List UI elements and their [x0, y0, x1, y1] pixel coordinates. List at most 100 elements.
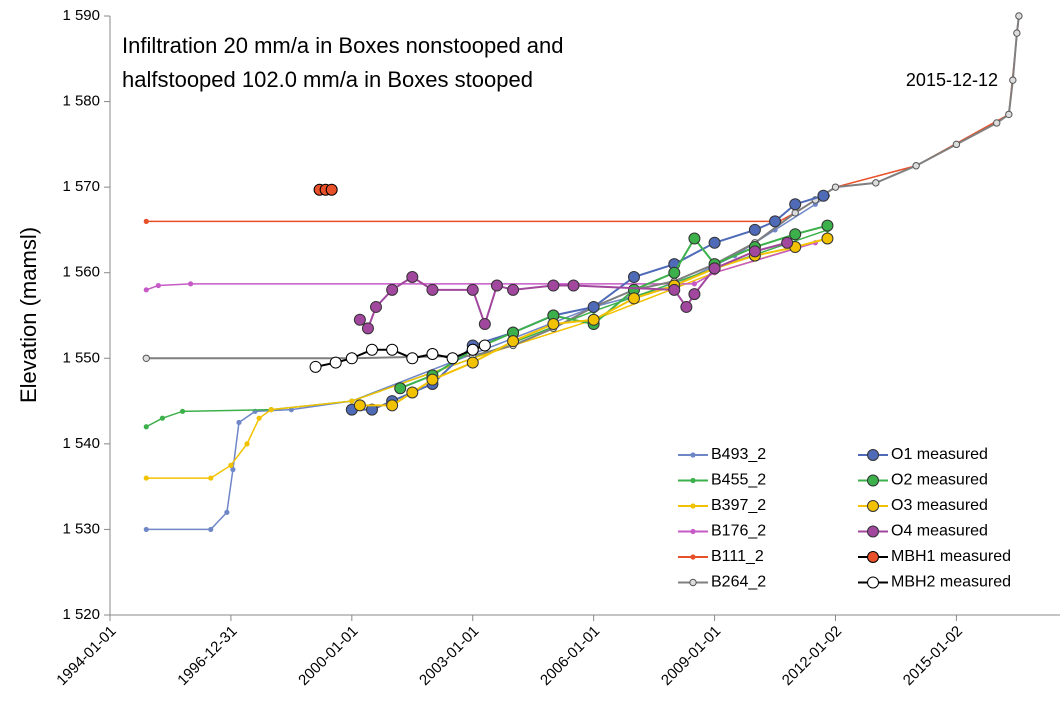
legend-label: MBH1 measured — [891, 548, 1011, 565]
title-line: Infiltration 20 mm/a in Boxes nonstooped… — [122, 33, 564, 58]
point — [370, 300, 383, 313]
point — [668, 266, 681, 279]
point — [821, 219, 834, 232]
point — [143, 526, 149, 533]
x-tick-label: 2015-01-02 — [900, 623, 966, 689]
legend: B493_2 B455_2 B397_2 B176_2 B111_2 B264_2 O1 m… — [678, 446, 1011, 591]
y-tick-label: 1 550 — [62, 349, 100, 366]
series — [309, 339, 491, 373]
point — [406, 386, 419, 399]
point — [627, 292, 640, 305]
point — [867, 449, 879, 461]
point — [547, 318, 560, 331]
point — [689, 578, 697, 587]
point — [547, 279, 560, 292]
point — [567, 279, 580, 292]
y-tick-label: 1 590 — [62, 7, 100, 24]
title-line: halfstooped 102.0 mm/a in Boxes stooped — [122, 67, 533, 92]
point — [365, 403, 378, 416]
y-tick-label: 1 540 — [62, 435, 100, 452]
point — [1015, 12, 1023, 20]
point — [349, 398, 355, 404]
point — [789, 228, 802, 241]
point — [155, 282, 161, 289]
point — [466, 343, 479, 356]
legend-label: MBH2 measured — [891, 574, 1011, 591]
point — [188, 281, 194, 287]
point — [627, 270, 640, 283]
point — [781, 236, 794, 249]
point — [688, 288, 701, 301]
point — [789, 198, 802, 211]
point — [268, 407, 274, 413]
series-line — [315, 344, 486, 368]
point — [236, 419, 242, 426]
point — [159, 415, 165, 421]
legend-label: B493_2 — [711, 446, 766, 463]
point — [353, 399, 366, 412]
point — [690, 477, 696, 484]
point — [466, 283, 479, 296]
point — [224, 509, 230, 515]
point — [208, 475, 214, 481]
x-tick-label: 2006-01-01 — [537, 623, 603, 689]
point — [329, 356, 342, 369]
legend-label: O1 measured — [891, 446, 988, 463]
legend-label: B176_2 — [711, 523, 766, 540]
point — [691, 281, 698, 287]
point — [831, 183, 840, 191]
legend-label: O3 measured — [891, 497, 988, 514]
point — [345, 352, 358, 365]
x-tick-label: 1994-01-01 — [53, 623, 119, 689]
point — [230, 466, 236, 473]
point — [690, 528, 696, 535]
point — [867, 500, 879, 512]
point — [1013, 29, 1021, 37]
point — [256, 415, 262, 421]
point — [1009, 76, 1017, 84]
point — [872, 179, 880, 187]
legend-label: B455_2 — [711, 472, 766, 489]
point — [690, 503, 696, 509]
point — [1005, 110, 1013, 119]
point — [361, 322, 374, 335]
y-tick-label: 1 530 — [62, 520, 100, 537]
point — [244, 441, 250, 447]
point — [748, 223, 761, 236]
point — [668, 283, 681, 296]
point — [791, 209, 799, 217]
point — [228, 462, 234, 468]
legend-label: B264_2 — [711, 574, 766, 591]
y-tick-label: 1 570 — [62, 178, 100, 195]
point — [867, 474, 879, 487]
x-tick-label: 2012-01-02 — [779, 623, 845, 689]
point — [478, 339, 491, 352]
point — [690, 554, 696, 560]
point — [817, 189, 830, 202]
point — [426, 283, 439, 296]
series — [353, 232, 834, 412]
series — [313, 183, 338, 196]
point — [708, 262, 721, 275]
annotation: 2015-12-12 — [906, 70, 998, 90]
point — [386, 343, 399, 356]
point — [386, 399, 399, 412]
point — [587, 313, 600, 326]
point — [466, 356, 479, 369]
point — [688, 232, 701, 245]
point — [365, 343, 378, 356]
point — [353, 313, 366, 326]
point — [386, 283, 399, 296]
y-tick-label: 1 560 — [62, 264, 100, 281]
legend-label: O2 measured — [891, 472, 988, 489]
point — [446, 352, 459, 365]
point — [690, 452, 696, 458]
point — [309, 360, 322, 373]
point — [587, 300, 600, 313]
point — [952, 140, 961, 149]
point — [394, 382, 407, 395]
point — [748, 245, 761, 258]
point — [208, 526, 214, 533]
y-tick-label: 1 580 — [62, 93, 100, 110]
